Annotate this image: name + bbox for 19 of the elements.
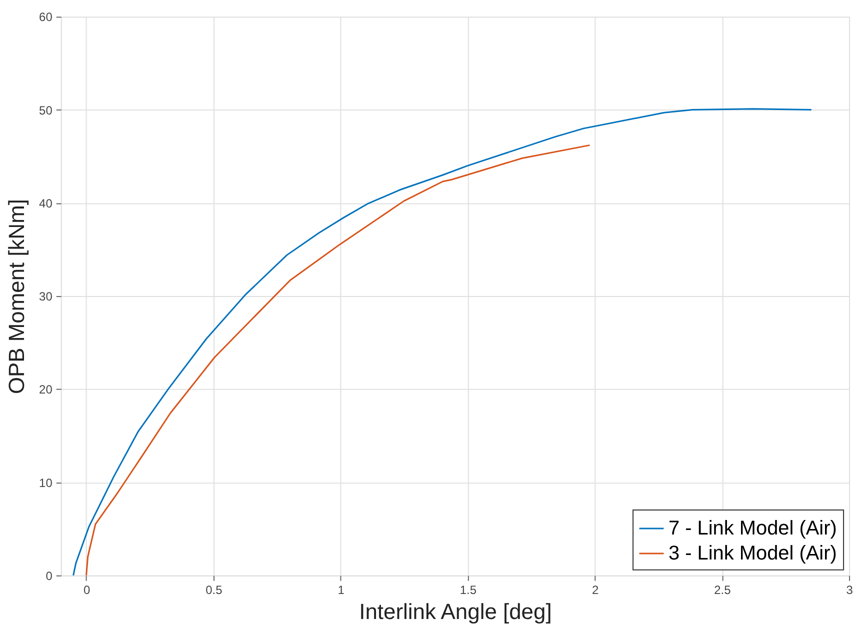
x-tick-label: 2.5 xyxy=(714,582,732,597)
legend-label: 7 - Link Model (Air) xyxy=(668,517,837,540)
y-tick-label: 20 xyxy=(39,382,53,397)
y-tick-label: 50 xyxy=(39,103,53,118)
x-tick-label: 0 xyxy=(83,582,90,597)
y-tick-label: 0 xyxy=(46,568,53,583)
x-tick-label: 3 xyxy=(846,582,854,597)
x-axis-title: Interlink Angle [deg] xyxy=(359,598,552,624)
y-tick-label: 40 xyxy=(39,196,53,210)
x-tick-label: 0.5 xyxy=(206,582,223,597)
x-tick-label: 1 xyxy=(338,582,345,597)
x-tick-label: 1.5 xyxy=(460,582,477,597)
x-tick-label: 2 xyxy=(592,582,599,597)
y-tick-label: 10 xyxy=(39,476,53,490)
y-axis-title: OPB Moment [kNm] xyxy=(4,199,30,394)
legend-label: 3 - Link Model (Air) xyxy=(668,542,837,564)
line-series xyxy=(86,144,590,576)
y-tick-label: 30 xyxy=(39,290,53,304)
y-tick-label: 60 xyxy=(39,10,53,24)
